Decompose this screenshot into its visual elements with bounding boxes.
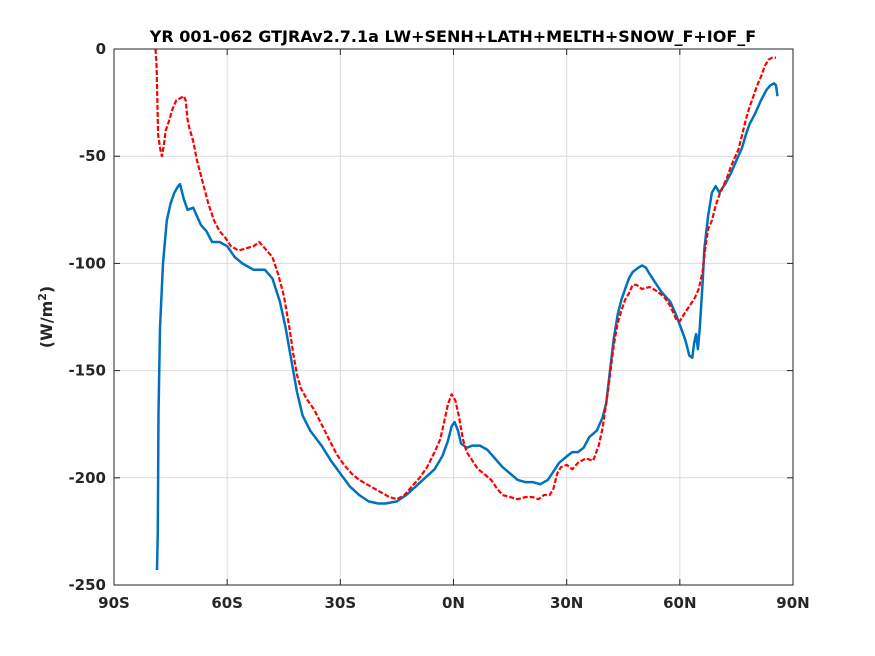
x-tick-label: 30S [324, 594, 356, 612]
x-tick-label: 60N [663, 594, 696, 612]
y-axis-label-close: ) [37, 286, 56, 293]
y-tick-label: -50 [79, 147, 106, 165]
y-tick-label: -150 [68, 362, 106, 380]
x-tick-label: 60S [211, 594, 243, 612]
y-axis-label-superscript: 2 [36, 293, 49, 301]
chart-title: YR 001-062 GTJRAv2.7.1a LW+SENH+LATH+MEL… [149, 27, 756, 46]
ticks [113, 48, 794, 586]
y-axis-label: (W/m2) [36, 286, 56, 348]
y-tick-label: -200 [68, 469, 106, 487]
y-tick-label: 0 [96, 40, 106, 58]
y-tick-labels: 0 -50 -100 -150 -200 -250 [68, 40, 106, 594]
y-axis-label-main: (W/m [37, 301, 56, 348]
y-tick-label: -250 [68, 576, 106, 594]
x-tick-label: 90N [776, 594, 809, 612]
series-line-2 [154, 48, 776, 501]
series-line-1 [155, 82, 779, 571]
x-tick-label: 0N [442, 594, 465, 612]
series-layer [154, 48, 779, 571]
x-tick-label: 90S [98, 594, 130, 612]
y-tick-label: -100 [68, 254, 106, 272]
x-tick-labels: 90S 60S 30S 0N 30N 60N 90N [98, 594, 810, 612]
x-tick-label: 30N [550, 594, 583, 612]
